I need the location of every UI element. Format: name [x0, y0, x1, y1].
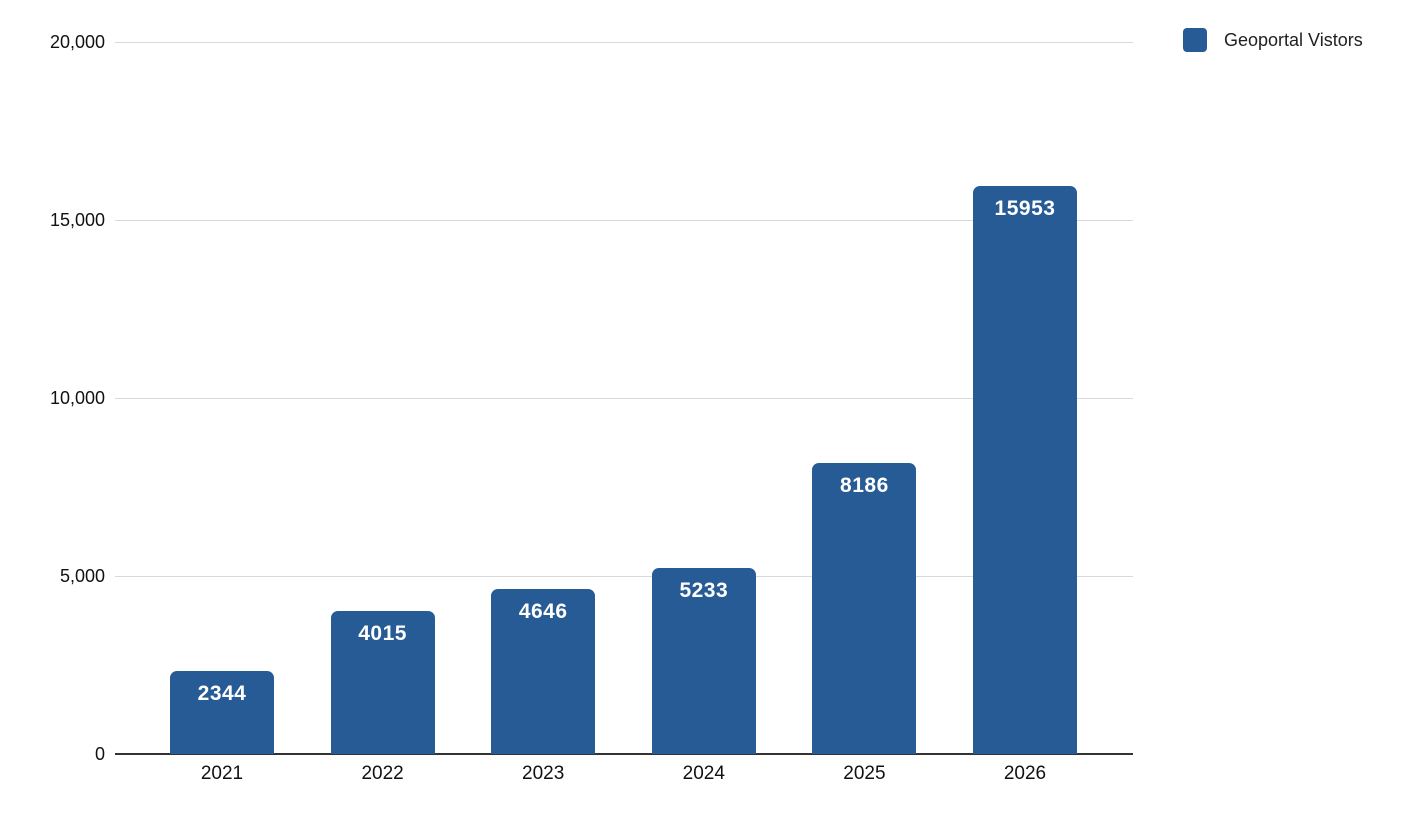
- y-axis: 0 5,000 10,000 15,000 20,000: [0, 0, 105, 826]
- bar-value-label: 15953: [994, 197, 1056, 221]
- x-axis-line: [115, 753, 1133, 755]
- bar-2026[interactable]: 15953: [973, 186, 1077, 754]
- y-tick-label: 10,000: [49, 388, 105, 408]
- gridline-5000: [115, 576, 1133, 577]
- bar-value-label: 2344: [197, 681, 247, 705]
- gridline-15000: [115, 220, 1133, 221]
- bar-2022[interactable]: 4015: [330, 611, 435, 754]
- bar-2021[interactable]: 2344: [170, 670, 274, 754]
- legend-item-geoportal-visitors[interactable]: Geoportal Vistors: [1183, 28, 1363, 52]
- bar-value-label: 8186: [840, 473, 889, 497]
- y-tick-label: 15,000: [49, 210, 105, 230]
- bar-2024[interactable]: 5233: [651, 567, 756, 754]
- y-tick-label: 5,000: [59, 566, 105, 586]
- bar-value-label: 5233: [679, 578, 729, 602]
- legend-swatch-icon: [1183, 28, 1207, 52]
- x-tick-label-2025: 2025: [843, 763, 886, 784]
- bar-2025[interactable]: 8186: [812, 462, 917, 754]
- bar-2023[interactable]: 4646: [491, 588, 596, 754]
- x-tick-label-2021: 2021: [200, 763, 244, 784]
- x-tick-label-2024: 2024: [682, 763, 725, 784]
- gridline-20000: [115, 42, 1133, 43]
- x-tick-label-2022: 2022: [361, 763, 404, 784]
- legend-label: Geoportal Vistors: [1224, 29, 1363, 50]
- y-tick-label: 20,000: [49, 32, 105, 52]
- bar-value-label: 4646: [518, 599, 568, 623]
- x-tick-label-2023: 2023: [522, 763, 565, 784]
- plot-area: 2344 4015 4646 5233 8186 15953: [115, 42, 1133, 755]
- y-tick-label: 0: [94, 744, 105, 764]
- x-tick-label-2026: 2026: [1003, 763, 1047, 784]
- bar-value-label: 4015: [358, 622, 407, 646]
- gridline-10000: [115, 398, 1133, 399]
